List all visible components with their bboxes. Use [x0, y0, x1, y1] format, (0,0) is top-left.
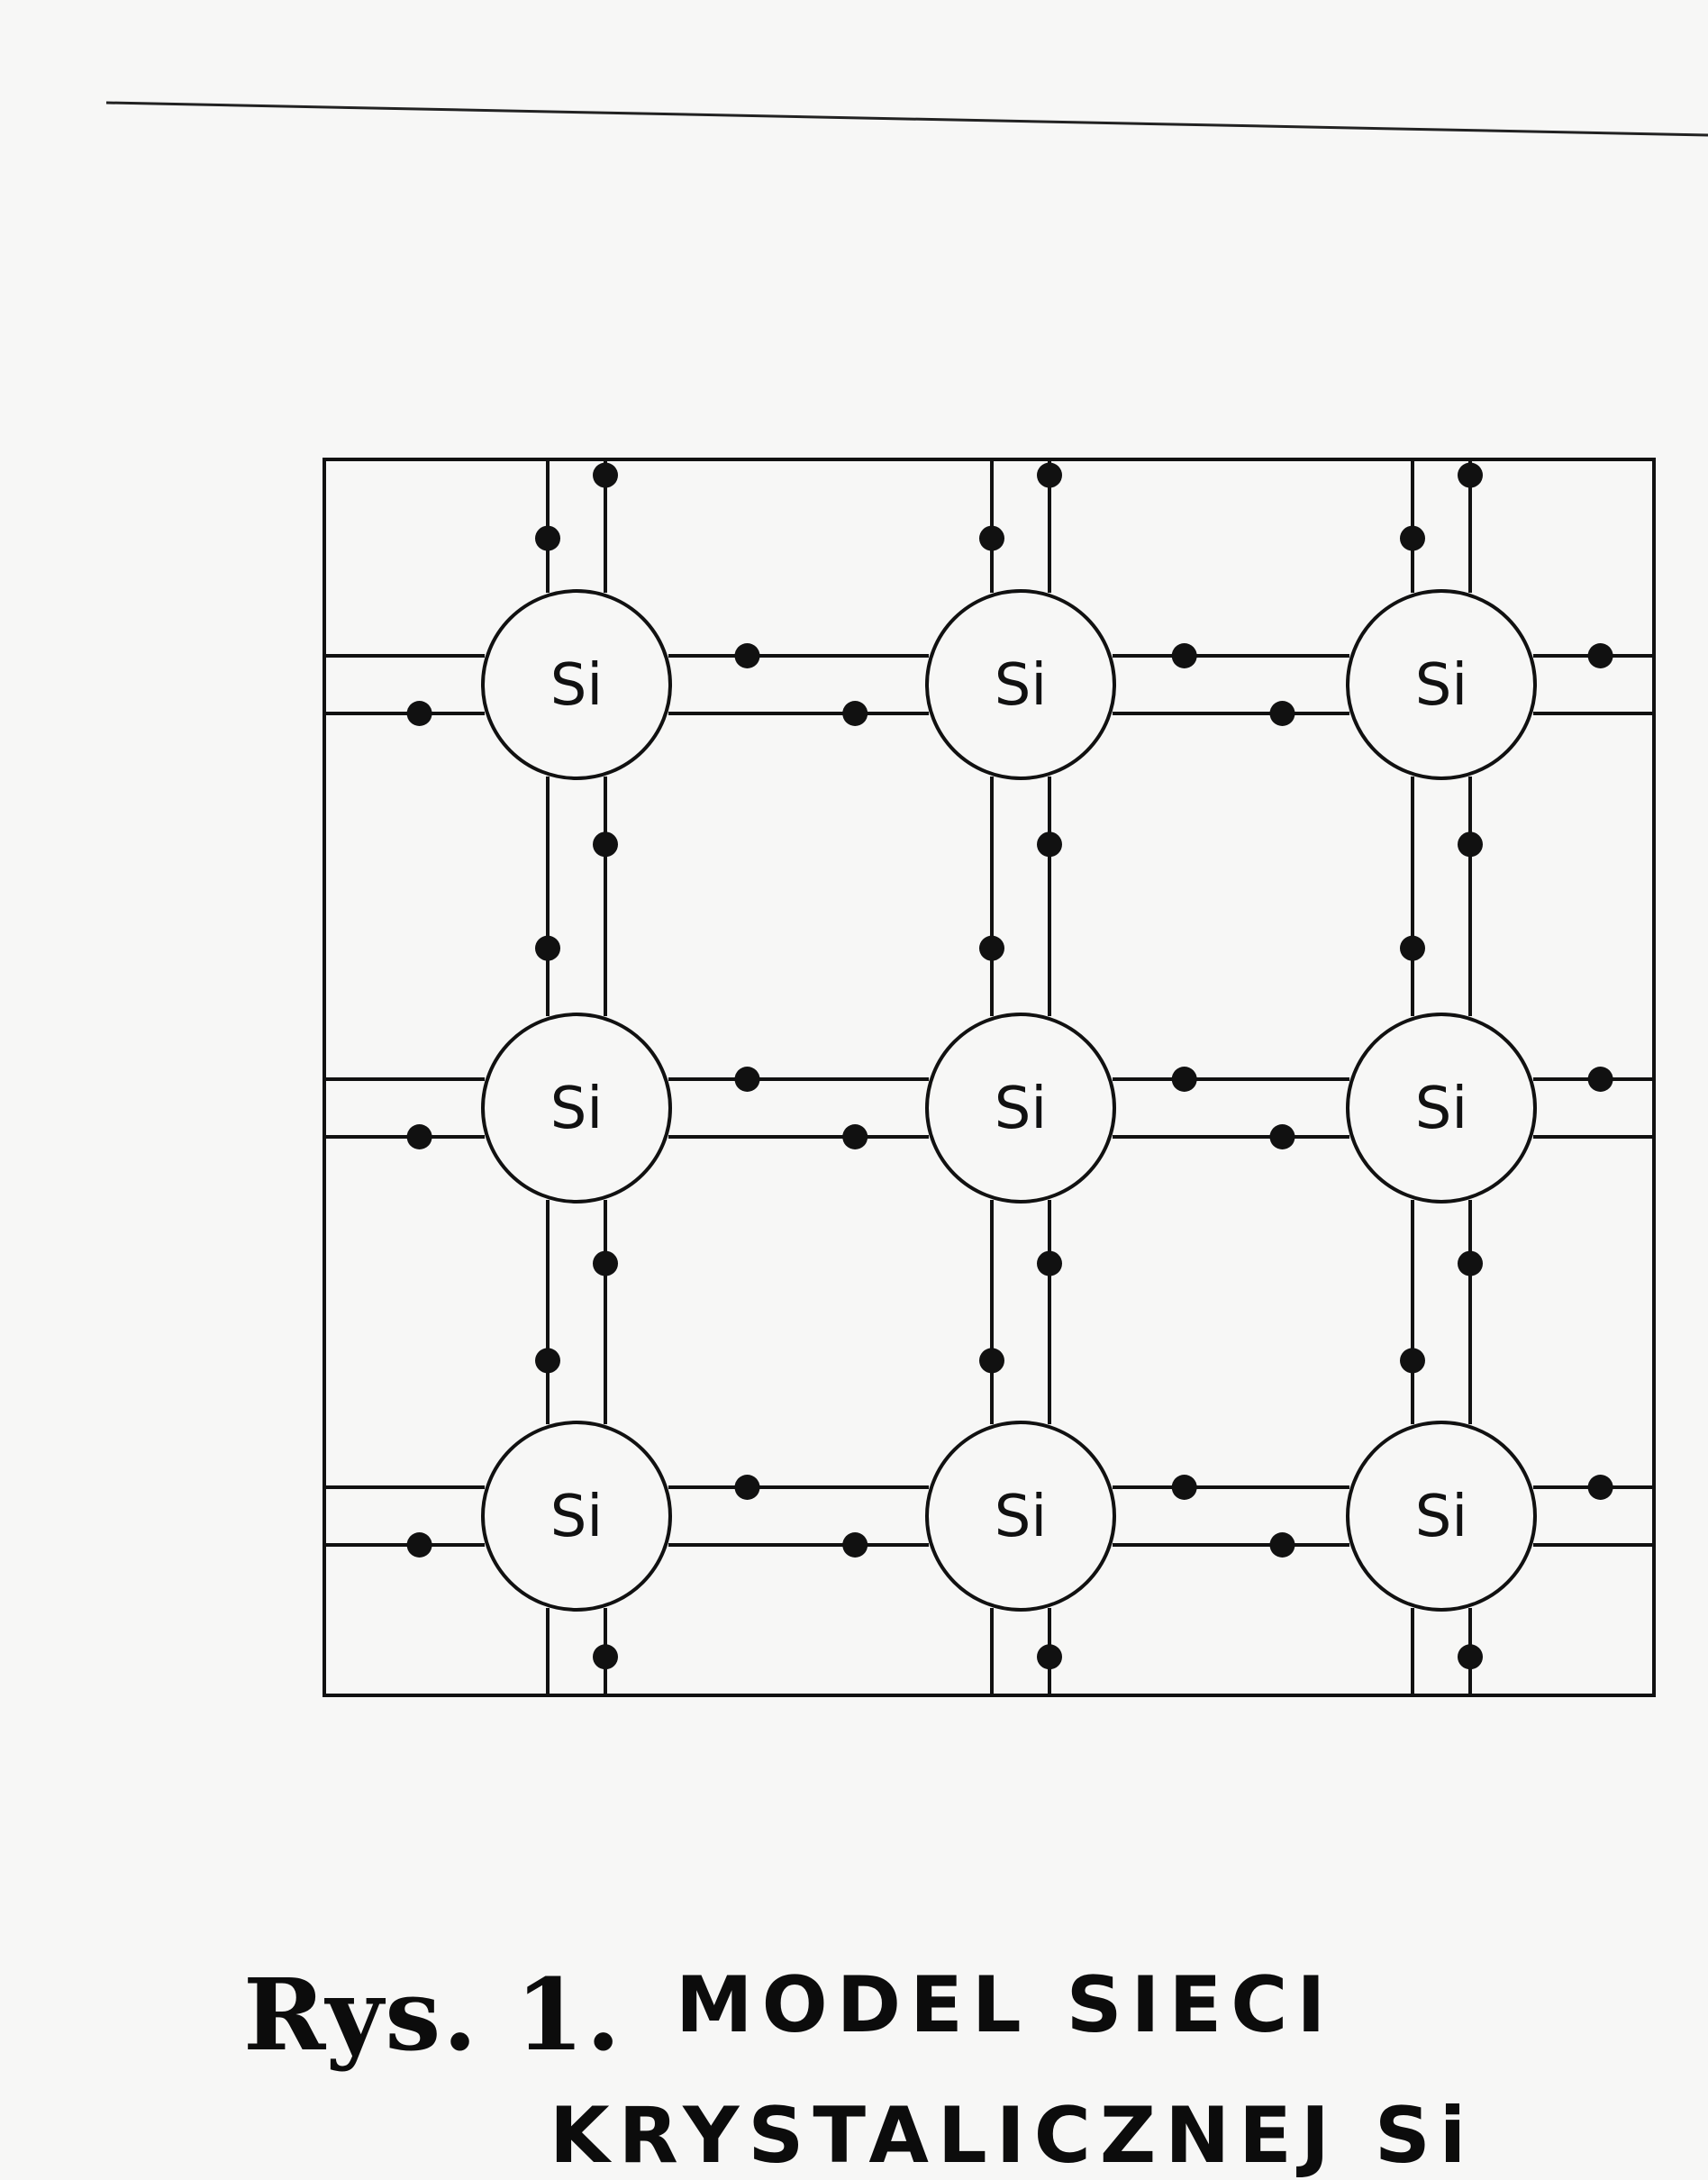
valence-electron — [406, 1532, 432, 1558]
silicon-atom — [1346, 589, 1537, 780]
atom-label-si: Si — [1415, 1076, 1467, 1142]
valence-electron — [979, 935, 1004, 961]
valence-electron — [1458, 831, 1483, 858]
caption-title-line2: KRYSTALICZNEJ Si — [550, 2091, 1475, 2180]
valence-electron — [1458, 462, 1483, 488]
atom-label-si: Si — [1415, 1484, 1467, 1550]
valence-electron — [1587, 1475, 1613, 1500]
valence-electron — [1587, 643, 1613, 668]
valence-electron — [1400, 525, 1425, 551]
silicon-atom — [481, 1421, 672, 1612]
valence-electron — [535, 525, 560, 551]
atom-label-si: Si — [550, 1484, 603, 1550]
valence-electron — [593, 462, 618, 488]
atom-label-si: Si — [995, 1076, 1047, 1142]
silicon-atom — [481, 589, 672, 780]
valence-electron — [1458, 1644, 1483, 1670]
silicon-atom — [1346, 1421, 1537, 1612]
valence-electron — [593, 831, 618, 858]
valence-electron — [535, 1348, 560, 1374]
valence-electron — [593, 1644, 618, 1670]
valence-electron — [1037, 1644, 1062, 1670]
silicon-atom — [925, 589, 1116, 780]
valence-electron — [842, 1532, 868, 1558]
silicon-atom — [1346, 1013, 1537, 1204]
silicon-atom — [925, 1013, 1116, 1204]
valence-electron — [842, 1124, 868, 1149]
valence-electron — [1269, 701, 1295, 726]
valence-electron — [979, 525, 1004, 551]
silicon-atom — [481, 1013, 672, 1204]
valence-electron — [1171, 643, 1197, 668]
atom-label-si: Si — [995, 1484, 1047, 1550]
atom-label-si: Si — [550, 652, 603, 719]
valence-electron — [734, 643, 760, 668]
valence-electron — [1269, 1124, 1295, 1149]
atom-label-si: Si — [1415, 652, 1467, 719]
silicon-atom — [925, 1421, 1116, 1612]
silicon-crystal-lattice: Si Si Si Si Si Si Si Si Si — [323, 458, 1656, 1697]
caption-figure-number: Rys. 1. — [243, 1957, 622, 2073]
valence-electron — [1037, 462, 1062, 488]
atom-label-si: Si — [995, 652, 1047, 719]
valence-electron — [734, 1067, 760, 1092]
caption-title-line1: MODEL SIECI — [676, 1960, 1334, 2050]
valence-electron — [1171, 1067, 1197, 1092]
atom-label-si: Si — [550, 1076, 603, 1142]
valence-electron — [734, 1475, 760, 1500]
valence-electron — [535, 935, 560, 961]
valence-electron — [406, 701, 432, 726]
valence-electron — [1269, 1532, 1295, 1558]
valence-electron — [979, 1348, 1004, 1374]
valence-electron — [1400, 1348, 1425, 1374]
valence-electron — [406, 1124, 432, 1149]
valence-electron — [1458, 1250, 1483, 1276]
valence-electron — [1587, 1067, 1613, 1092]
header-rule — [105, 101, 1708, 137]
valence-electron — [593, 1250, 618, 1276]
valence-electron — [1400, 935, 1425, 961]
valence-electron — [842, 701, 868, 726]
valence-electron — [1037, 831, 1062, 858]
valence-electron — [1171, 1475, 1197, 1500]
figure-caption: Rys. 1. MODEL SIECI KRYSTALICZNEJ Si — [243, 1957, 1475, 2180]
valence-electron — [1037, 1250, 1062, 1276]
